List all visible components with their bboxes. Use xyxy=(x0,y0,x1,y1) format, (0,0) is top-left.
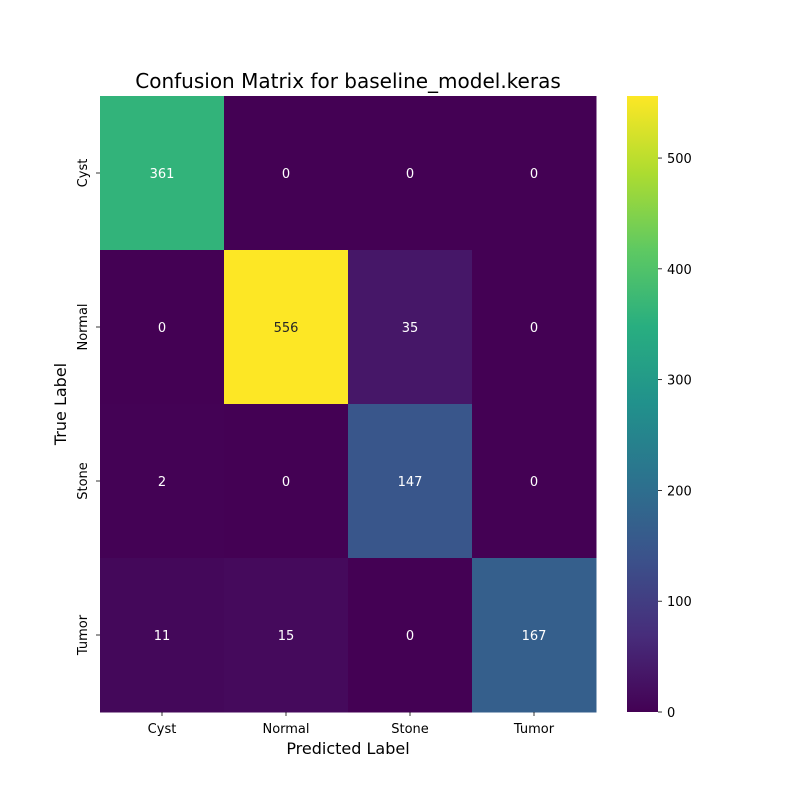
y-tick-label: Cyst xyxy=(76,159,91,188)
x-tick-label: Normal xyxy=(262,722,309,737)
heatmap-cells: 361 0 0 0 0 556 35 0 2 0 147 0 11 15 0 167 xyxy=(100,96,597,713)
x-tick-label: Cyst xyxy=(148,722,177,737)
heatmap-cell xyxy=(100,558,225,713)
heatmap-cell xyxy=(348,404,473,559)
heatmap-cell xyxy=(472,96,597,251)
colorbar-tick-label: 500 xyxy=(667,152,692,167)
cell-value-label: 0 xyxy=(406,167,414,182)
colorbar-ticks: 0 100 200 300 400 500 xyxy=(658,152,692,721)
heatmap-cell xyxy=(224,558,349,713)
y-tick-label: Tumor xyxy=(76,614,91,656)
cell-value-label: 0 xyxy=(282,475,290,490)
heatmap-cell xyxy=(224,96,349,251)
heatmap-cell xyxy=(472,250,597,405)
x-axis-label: Predicted Label xyxy=(286,739,409,758)
heatmap-cell xyxy=(472,404,597,559)
cell-value-label: 361 xyxy=(150,167,175,182)
colorbar-tick-label: 400 xyxy=(667,263,692,278)
x-axis-ticks: Cyst Normal Stone Tumor xyxy=(148,712,555,737)
heatmap-cell xyxy=(100,250,225,405)
cell-value-label: 0 xyxy=(530,321,538,336)
colorbar-tick-label: 300 xyxy=(667,374,692,389)
cell-value-label: 556 xyxy=(274,321,299,336)
cell-value-label: 15 xyxy=(278,629,295,644)
heatmap-cell xyxy=(224,250,349,405)
colorbar-tick-label: 100 xyxy=(667,595,692,610)
x-tick-label: Tumor xyxy=(513,722,555,737)
cell-value-label: 0 xyxy=(158,321,166,336)
y-tick-label: Stone xyxy=(76,462,91,500)
colorbar-tick-label: 0 xyxy=(667,706,675,721)
colorbar-tick-label: 200 xyxy=(667,484,692,499)
cell-value-label: 147 xyxy=(398,475,423,490)
cell-value-label: 0 xyxy=(406,629,414,644)
cell-value-label: 0 xyxy=(530,475,538,490)
cell-value-label: 0 xyxy=(282,167,290,182)
heatmap-cell xyxy=(348,250,473,405)
heatmap-cell xyxy=(224,404,349,559)
heatmap-cell xyxy=(100,404,225,559)
cell-value-label: 167 xyxy=(522,629,547,644)
x-tick-label: Stone xyxy=(391,722,429,737)
colorbar xyxy=(627,96,658,712)
cell-value-label: 0 xyxy=(530,167,538,182)
y-axis-label: True Label xyxy=(51,363,70,446)
cell-value-label: 2 xyxy=(158,475,166,490)
y-tick-label: Normal xyxy=(76,303,91,350)
heatmap-cell xyxy=(472,558,597,713)
cell-value-label: 11 xyxy=(154,629,171,644)
y-axis-ticks: Cyst Normal Stone Tumor xyxy=(76,159,100,656)
heatmap-cell xyxy=(348,96,473,251)
chart-title: Confusion Matrix for baseline_model.kera… xyxy=(135,69,561,93)
cell-value-label: 35 xyxy=(402,321,419,336)
heatmap-cell xyxy=(100,96,225,251)
heatmap-cell xyxy=(348,558,473,713)
